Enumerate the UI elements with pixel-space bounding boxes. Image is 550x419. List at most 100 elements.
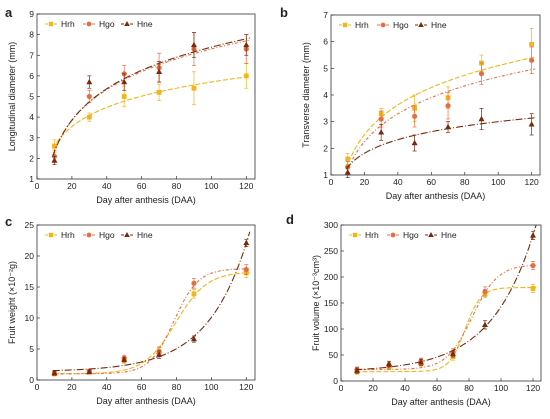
panel-label: c [5, 214, 12, 229]
legend-label-hrh: Hrh [355, 20, 369, 30]
x-tick-label: 60 [137, 382, 147, 392]
x-tick-label: 100 [204, 382, 218, 392]
fit-curve-hgo [355, 264, 537, 371]
data-point-hgo [191, 280, 197, 286]
chart-panel-a: a 0 20 40 60 80 100 120 1 2 3 4 5 6 7 8 9 Day after anthe… [5, 5, 256, 205]
data-point-hne [411, 139, 418, 146]
legend-marker-hgo [380, 22, 386, 28]
x-axis-title: Day after anthesis (DAA) [96, 396, 196, 406]
data-point-hne [478, 115, 485, 122]
x-tick-label: 0 [35, 382, 40, 392]
y-tick-label: 3 [29, 133, 34, 143]
y-tick-label: 4 [29, 112, 34, 122]
data-point-hne [344, 169, 351, 175]
legend-marker-hne [418, 22, 424, 27]
legend-marker-hgo [390, 232, 396, 238]
y-tick-label: 300 [324, 220, 338, 230]
y-tick-label: 6 [323, 37, 328, 47]
x-tick-label: 0 [35, 181, 40, 191]
x-tick-label: 60 [432, 383, 442, 393]
x-tick-label: 20 [360, 177, 370, 187]
x-tick-label: 40 [102, 382, 112, 392]
x-tick-label: 100 [491, 177, 505, 187]
data-point-hne [121, 356, 128, 362]
legend-marker-hgo [86, 21, 92, 27]
x-tick-label: 60 [427, 177, 437, 187]
y-tick-label: 15 [25, 282, 35, 292]
y-tick-label: 100 [324, 324, 338, 334]
data-point-hne [190, 335, 197, 342]
data-point-hne [378, 129, 385, 135]
data-point-hne [528, 121, 535, 127]
data-point-hgo [378, 116, 384, 122]
y-tick-label: 5 [29, 344, 34, 354]
legend-marker-hne [428, 232, 434, 237]
panel-label: a [5, 5, 13, 20]
data-point-hrh [345, 156, 351, 162]
fit-curve-hne [355, 224, 537, 371]
legend-label-hgo: Hgo [393, 20, 409, 30]
fit-curve-hrh [345, 56, 536, 170]
legend-marker-hgo [86, 232, 92, 238]
legend-marker-hne [124, 21, 130, 26]
y-axis-title: Transverse diameter (mm) [301, 42, 311, 148]
fit-curve-hrh [52, 272, 250, 375]
y-tick-label: 9 [29, 9, 34, 19]
x-tick-label: 80 [460, 177, 470, 187]
data-point-hrh [243, 73, 249, 79]
chart-panel-b: b 0 20 40 60 80 100 120 1 2 3 4 5 6 7 Day after anthesi… [280, 5, 541, 201]
x-tick-label: 0 [339, 383, 344, 393]
y-axis-title: Longitudinal diameter (mm) [7, 42, 17, 152]
plot-frame [36, 224, 256, 381]
x-tick-label: 20 [67, 181, 77, 191]
y-tick-label: 1 [323, 170, 328, 180]
data-point-hne [190, 41, 197, 48]
data-point-hne [530, 232, 536, 238]
data-point-hrh [121, 94, 127, 99]
y-tick-label: 250 [324, 246, 338, 256]
y-tick-label: 150 [324, 298, 338, 308]
y-tick-label: 6 [29, 71, 34, 81]
y-tick-label: 25 [25, 220, 35, 230]
data-point-hrh [191, 85, 197, 91]
data-point-hrh [52, 143, 57, 149]
legend-label-hrh: Hrh [61, 19, 75, 29]
legend-marker-hrh [352, 232, 358, 238]
legend-label-hgo: Hgo [99, 19, 115, 29]
y-tick-label: 3 [323, 117, 328, 127]
x-axis-title: Day after anthesis (DAA) [96, 195, 196, 205]
data-point-hrh [86, 114, 92, 120]
y-tick-label: 5 [323, 63, 328, 73]
y-tick-label: 10 [25, 313, 35, 323]
legend-label-hgo: Hgo [403, 230, 419, 240]
data-point-hgo [530, 262, 536, 269]
legend-label-hrh: Hrh [365, 230, 379, 240]
data-point-hne [445, 123, 452, 130]
legend-label-hgo: Hgo [99, 230, 115, 240]
data-point-hne [418, 359, 424, 365]
y-tick-label: 0 [29, 375, 34, 385]
fit-curve-hrh [52, 75, 250, 150]
data-point-hne [86, 368, 93, 375]
x-tick-label: 120 [239, 382, 253, 392]
legend-label-hne: Hne [431, 20, 447, 30]
legend-label-hne: Hne [137, 230, 153, 240]
fit-curve-hgo [345, 68, 536, 175]
chart-panel-c: c 0 20 40 60 80 100 120 0 5 10 15 20 25 Day after anth… [5, 214, 256, 406]
data-point-hrh [530, 286, 536, 291]
y-tick-label: 2 [323, 143, 328, 153]
y-tick-label: 2 [29, 153, 34, 163]
data-point-hne [156, 351, 163, 357]
x-tick-label: 100 [204, 181, 218, 191]
panel-label: b [280, 5, 288, 20]
fit-curve-hne [345, 117, 536, 170]
data-point-hgo [243, 267, 249, 273]
x-tick-label: 60 [137, 181, 147, 191]
y-axis-title: Fruit weight (×10⁻²g) [7, 261, 17, 344]
data-point-hne [450, 350, 456, 357]
chart-panel-d: d 0 20 40 60 80 100 120 0 50 100 150 200 250 300 Day af… [286, 212, 542, 407]
y-tick-label: 50 [329, 350, 339, 360]
y-tick-label: 8 [29, 30, 34, 40]
